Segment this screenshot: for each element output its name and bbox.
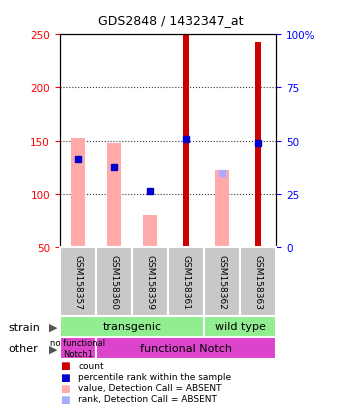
- Bar: [96, 248, 132, 316]
- Text: other: other: [9, 344, 38, 354]
- Text: percentile rank within the sample: percentile rank within the sample: [78, 372, 232, 381]
- Text: functional Notch: functional Notch: [140, 343, 232, 353]
- Text: GSM158362: GSM158362: [218, 254, 226, 309]
- Bar: [60, 248, 96, 316]
- Text: ▶: ▶: [49, 322, 57, 332]
- Bar: [60, 316, 204, 337]
- Text: rank, Detection Call = ABSENT: rank, Detection Call = ABSENT: [78, 394, 217, 404]
- Bar: [204, 248, 240, 316]
- Text: GSM158363: GSM158363: [254, 254, 263, 309]
- Text: GSM158359: GSM158359: [145, 254, 154, 309]
- Text: GSM158357: GSM158357: [73, 254, 82, 309]
- Text: ■: ■: [60, 372, 70, 382]
- Bar: [255, 43, 262, 248]
- Text: GSM158360: GSM158360: [109, 254, 118, 309]
- Text: count: count: [78, 361, 104, 370]
- Bar: [60, 337, 96, 359]
- Bar: [215, 170, 229, 248]
- Text: wild type: wild type: [215, 322, 266, 332]
- Bar: [71, 138, 85, 248]
- Bar: [107, 144, 121, 248]
- Bar: [204, 316, 276, 337]
- Text: ■: ■: [60, 394, 70, 404]
- Bar: [143, 216, 157, 248]
- Bar: [183, 0, 189, 248]
- Text: ■: ■: [60, 383, 70, 393]
- Text: value, Detection Call = ABSENT: value, Detection Call = ABSENT: [78, 383, 222, 392]
- Text: transgenic: transgenic: [102, 322, 161, 332]
- Text: no functional
Notch1: no functional Notch1: [50, 339, 105, 358]
- Bar: [240, 248, 276, 316]
- Bar: [132, 248, 168, 316]
- Text: GSM158361: GSM158361: [181, 254, 191, 309]
- Bar: [168, 248, 204, 316]
- Bar: [96, 337, 276, 359]
- Text: ■: ■: [60, 361, 70, 370]
- Text: GDS2848 / 1432347_at: GDS2848 / 1432347_at: [98, 14, 243, 27]
- Text: ▶: ▶: [49, 344, 57, 354]
- Text: strain: strain: [9, 322, 40, 332]
